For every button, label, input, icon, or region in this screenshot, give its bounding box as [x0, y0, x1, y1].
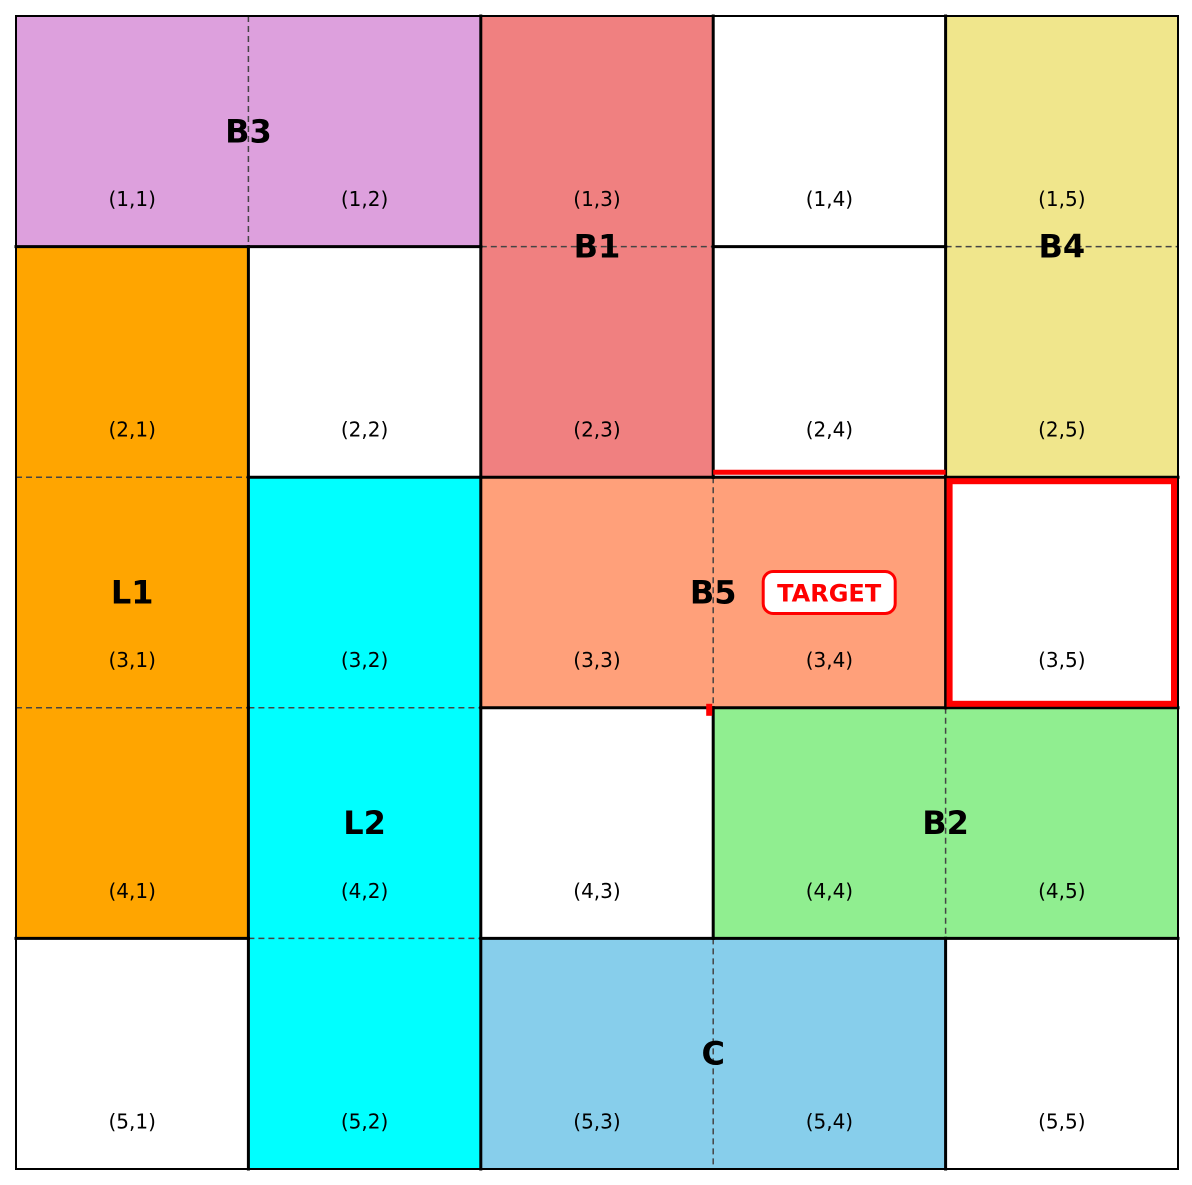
cell-coordinate-label: (3,3): [573, 648, 620, 672]
cell-coordinate-label: (2,5): [1038, 418, 1085, 442]
cell-coordinate-label: (4,3): [573, 879, 620, 903]
cell-coordinate-label: (3,1): [108, 648, 155, 672]
block-l1[interactable]: [16, 246, 249, 939]
block-label-b5: B5: [690, 574, 737, 612]
cell-coordinate-label: (3,4): [806, 648, 853, 672]
block-label-b1: B1: [574, 228, 621, 266]
cell-coordinate-label: (3,2): [341, 648, 388, 672]
cell-coordinate-label: (5,5): [1038, 1109, 1085, 1133]
block-label-b3: B3: [225, 112, 272, 150]
cell-coordinate-label: (1,5): [1038, 187, 1085, 211]
labels-layer: (1,1) (1,2) (1,3) (1,4) (1,5) (2,1) (2,2) (2,3)…: [108, 112, 1085, 1133]
target-badge-box: [761, 570, 897, 615]
cell-coordinate-label: (1,4): [806, 187, 853, 211]
block-l2[interactable]: [248, 477, 481, 1169]
cell-coordinate-label: (1,3): [573, 187, 620, 211]
cell-coordinate-label: (5,4): [806, 1109, 853, 1133]
cell-coordinate-label: (5,3): [573, 1109, 620, 1133]
block-label-b4: B4: [1038, 228, 1085, 266]
target-badge: TARGET: [761, 570, 897, 615]
cell-coordinate-label: (2,1): [108, 418, 155, 442]
board-border: [15, 15, 1179, 1170]
cell-coordinate-label: (5,2): [341, 1109, 388, 1133]
cell-coordinate-label: (4,2): [341, 879, 388, 903]
cell-coordinate-label: (2,2): [341, 418, 388, 442]
target-layer: [706, 469, 1177, 716]
block-label-l2: L2: [343, 804, 386, 842]
block-dividers: [16, 16, 1178, 1169]
grid-lines: [14, 14, 1180, 1171]
cell-coordinate-label: (3,5): [1038, 648, 1085, 672]
cell-coordinate-label: (5,1): [108, 1109, 155, 1133]
cell-coordinate-label: (1,2): [341, 187, 388, 211]
block-label-b2: B2: [922, 804, 969, 842]
block-label-c: C: [701, 1035, 724, 1073]
target-cell-outline[interactable]: [946, 478, 1177, 707]
cell-coordinate-label: (4,4): [806, 879, 853, 903]
cell-coordinate-label: (4,5): [1038, 879, 1085, 903]
target-badge-label: TARGET: [777, 580, 882, 608]
cell-coordinate-label: (2,3): [573, 418, 620, 442]
cell-coordinate-label: (4,1): [108, 879, 155, 903]
cell-coordinate-label: (1,1): [108, 187, 155, 211]
cell-coordinate-label: (2,4): [806, 418, 853, 442]
block-label-l1: L1: [111, 574, 154, 612]
